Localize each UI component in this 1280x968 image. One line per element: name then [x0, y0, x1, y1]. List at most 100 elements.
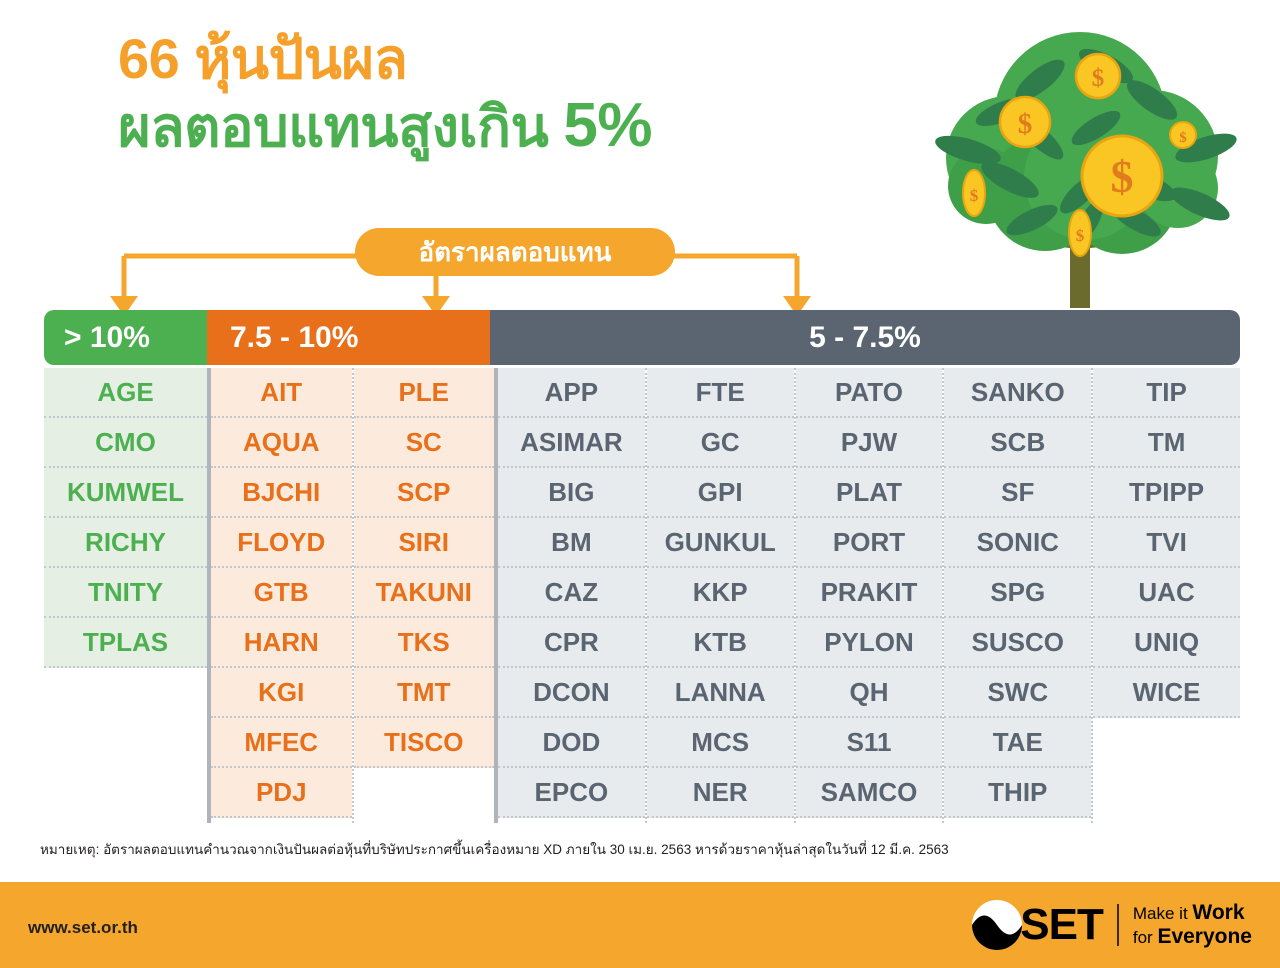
stock-column: SANKO SCB SF SONIC SPG SUSCO SWC TAE THI… [944, 368, 1094, 823]
list-item-empty [44, 768, 207, 818]
list-item: SC [353, 418, 494, 468]
list-item-empty [44, 668, 207, 718]
coin-medium: $ [998, 95, 1052, 149]
coin-edge-trunk: $ [1068, 209, 1092, 257]
coin-top: $ [1074, 52, 1122, 100]
list-item: TPIPP [1093, 468, 1240, 518]
list-item: GC [646, 418, 794, 468]
tier-header-7p5-10: 7.5 - 10% [207, 310, 490, 365]
set-logo: SET Make it Work for Everyone [972, 898, 1252, 952]
arrow-heads [110, 296, 811, 316]
title-line-2: ผลตอบแทนสูงเกิน 5% [118, 91, 652, 160]
list-item: ASIMAR [498, 418, 645, 468]
tagline-line1-light: Make it [1132, 904, 1193, 924]
tier-body-7p5-10: AIT AQUA BJCHI FLOYD GTB HARN KGI MFEC P… [211, 368, 494, 823]
list-item: PATO [795, 368, 943, 418]
list-item: TMT [353, 668, 494, 718]
list-item: PJW [795, 418, 943, 468]
list-item: SCB [944, 418, 1092, 468]
footnote: หมายเหตุ: อัตราผลตอบแทนคำนวณจากเงินปันผล… [40, 842, 949, 857]
list-item: SANKO [944, 368, 1092, 418]
stock-column: AIT AQUA BJCHI FLOYD GTB HARN KGI MFEC P… [211, 368, 354, 823]
stock-table: AGE CMO KUMWEL RICHY TNITY TPLAS AIT AQU… [44, 368, 1240, 823]
list-item: TVI [1093, 518, 1240, 568]
list-item: UNIQ [1093, 618, 1240, 668]
tier-body-above-10: AGE CMO KUMWEL RICHY TNITY TPLAS [44, 368, 207, 823]
list-item: NER [646, 768, 794, 818]
list-item: DOD [498, 718, 645, 768]
stock-column: PATO PJW PLAT PORT PRAKIT PYLON QH S11 S… [795, 368, 945, 823]
list-item: GPI [646, 468, 794, 518]
list-item: PDJ [211, 768, 352, 818]
stock-column: TIP TM TPIPP TVI UAC UNIQ WICE [1093, 368, 1240, 823]
tagline-line2-bold: Everyone [1157, 925, 1252, 948]
list-item: APP [498, 368, 645, 418]
arrow-down-icon-orange [422, 296, 450, 316]
svg-text:$: $ [1092, 65, 1105, 92]
stock-column: APP ASIMAR BIG BM CAZ CPR DCON DOD EPCO [498, 368, 647, 823]
title-line-1: 66 หุ้นปันผล [118, 27, 408, 90]
list-item: PORT [795, 518, 943, 568]
list-item: GUNKUL [646, 518, 794, 568]
list-item: KUMWEL [44, 468, 207, 518]
list-item: FLOYD [211, 518, 352, 568]
tier-header-5-7p5: 5 - 7.5% [490, 310, 1240, 365]
list-item: SPG [944, 568, 1092, 618]
tier-header-row: > 10% 7.5 - 10% 5 - 7.5% [44, 310, 1240, 365]
list-item: GTB [211, 568, 352, 618]
list-item-empty [44, 718, 207, 768]
list-item: CPR [498, 618, 645, 668]
list-item: TISCO [353, 718, 494, 768]
list-item: TAE [944, 718, 1092, 768]
list-item: SIRI [353, 518, 494, 568]
list-item: DCON [498, 668, 645, 718]
tagline-line1-bold: Work [1192, 901, 1245, 925]
stock-column: FTE GC GPI GUNKUL KKP KTB LANNA MCS NER [646, 368, 796, 823]
section-divider [494, 368, 498, 823]
list-item: CAZ [498, 568, 645, 618]
list-item: UAC [1093, 568, 1240, 618]
list-item: PYLON [795, 618, 943, 668]
list-item: BIG [498, 468, 645, 518]
list-item: SONIC [944, 518, 1092, 568]
list-item: HARN [211, 618, 352, 668]
list-item: TIP [1093, 368, 1240, 418]
list-item: KKP [646, 568, 794, 618]
svg-text:$: $ [1018, 108, 1033, 140]
list-item: RICHY [44, 518, 207, 568]
page-footer: www.set.or.th SET Make it Work for Every… [0, 882, 1280, 968]
list-item: SUSCO [944, 618, 1092, 668]
set-tagline: Make it Work for Everyone [1133, 901, 1252, 948]
list-item: AQUA [211, 418, 352, 468]
list-item: FTE [646, 368, 794, 418]
stock-column: PLE SC SCP SIRI TAKUNI TKS TMT TISCO [353, 368, 495, 823]
list-item: AGE [44, 368, 207, 418]
list-item: KTB [646, 618, 794, 668]
list-item: PLE [353, 368, 494, 418]
website-url[interactable]: www.set.or.th [28, 918, 138, 937]
list-item: QH [795, 668, 943, 718]
list-item: AIT [211, 368, 352, 418]
list-item: THIP [944, 768, 1092, 818]
svg-text:$: $ [1111, 151, 1134, 202]
svg-text:$: $ [1179, 130, 1187, 146]
set-wave-logo-icon [972, 900, 1023, 950]
list-item: BJCHI [211, 468, 352, 518]
list-item: PLAT [795, 468, 943, 518]
list-item: TNITY [44, 568, 207, 618]
list-item: EPCO [498, 768, 645, 818]
arrow-down-icon-gray [783, 296, 811, 316]
coin-large: $ [1080, 134, 1164, 218]
list-item: SWC [944, 668, 1092, 718]
dollar-coins: $ $ $ $ $ [962, 52, 1197, 257]
list-item: SAMCO [795, 768, 943, 818]
list-item: BM [498, 518, 645, 568]
list-item: TKS [353, 618, 494, 668]
section-divider [207, 368, 211, 823]
list-item-empty [354, 768, 495, 818]
list-item: PRAKIT [795, 568, 943, 618]
list-item: TM [1093, 418, 1240, 468]
list-item: KGI [211, 668, 352, 718]
tier-header-above-10: > 10% [44, 310, 207, 365]
